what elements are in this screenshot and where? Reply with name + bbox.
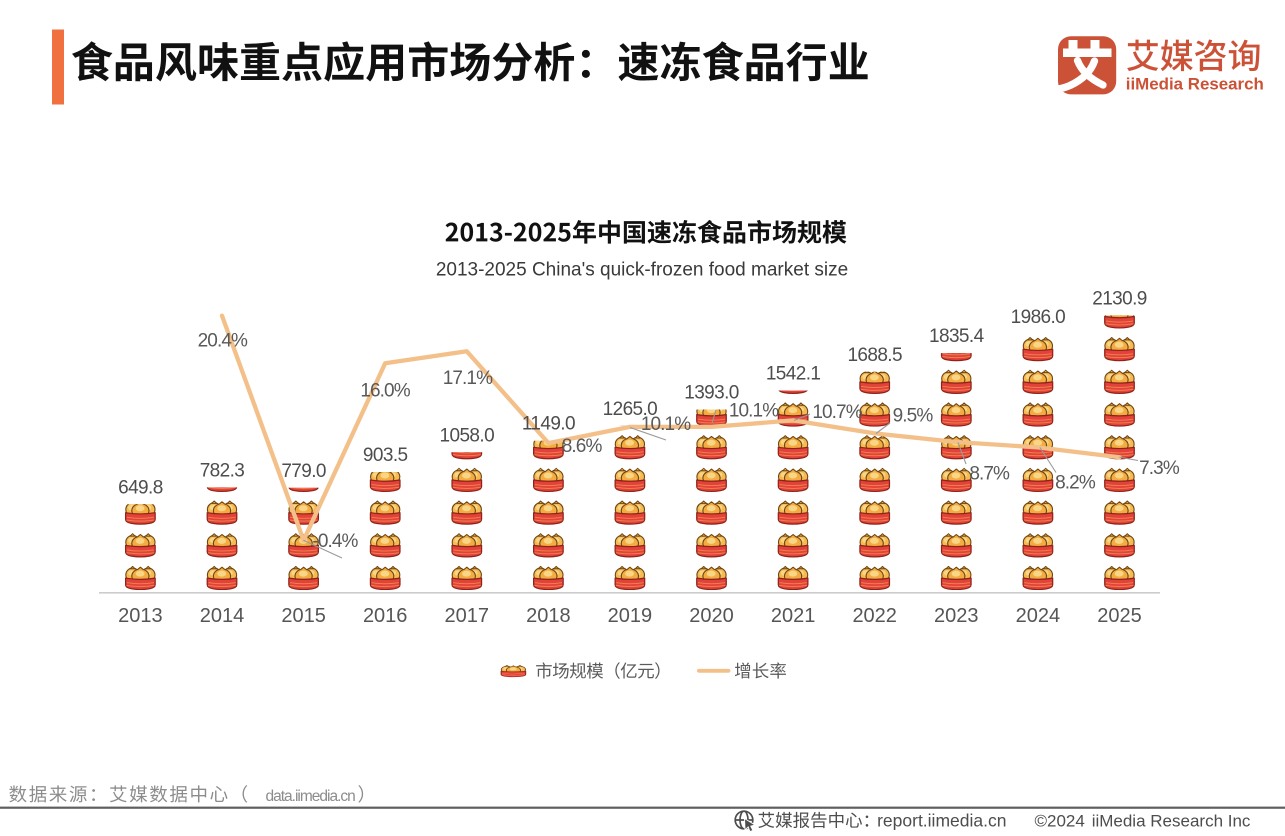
svg-text:2017: 2017	[445, 605, 490, 627]
svg-text:2016: 2016	[363, 605, 408, 627]
svg-text:2025: 2025	[1097, 605, 1142, 627]
svg-text:2013: 2013	[118, 605, 163, 627]
svg-text:20.4%: 20.4%	[198, 330, 248, 351]
svg-text:2014: 2014	[200, 605, 245, 627]
svg-text:8.2%: 8.2%	[1055, 472, 1096, 493]
svg-text:8.7%: 8.7%	[969, 463, 1010, 484]
svg-text:report.iimedia.cn: report.iimedia.cn	[877, 811, 1006, 831]
svg-text:iiMedia Research Inc: iiMedia Research Inc	[1092, 812, 1251, 831]
svg-text:2023: 2023	[934, 605, 979, 627]
svg-text:1835.4: 1835.4	[929, 326, 985, 347]
svg-text:16.0%: 16.0%	[360, 381, 410, 402]
svg-text:1393.0: 1393.0	[684, 383, 739, 404]
svg-text:1149.0: 1149.0	[522, 414, 575, 435]
svg-text:data.iimedia.cn: data.iimedia.cn	[266, 788, 356, 805]
svg-text:903.5: 903.5	[363, 445, 408, 466]
svg-text:17.1%: 17.1%	[443, 368, 493, 389]
svg-text:2022: 2022	[852, 605, 897, 627]
svg-text:649.8: 649.8	[118, 477, 163, 498]
svg-text:2130.9: 2130.9	[1092, 288, 1147, 309]
svg-text:1688.5: 1688.5	[847, 345, 902, 366]
svg-text:2021: 2021	[771, 605, 816, 627]
svg-text:8.6%: 8.6%	[562, 436, 603, 457]
svg-text:10.1%: 10.1%	[729, 400, 779, 421]
svg-text:7.3%: 7.3%	[1139, 458, 1180, 479]
svg-text:2015: 2015	[281, 605, 326, 627]
svg-text:10.1%: 10.1%	[641, 414, 691, 435]
svg-text:10.7%: 10.7%	[812, 402, 862, 423]
svg-text:1058.0: 1058.0	[440, 425, 495, 446]
svg-text:2013-2025 China's quick-frozen: 2013-2025 China's quick-frozen food mark…	[436, 259, 848, 280]
svg-text:779.0: 779.0	[281, 461, 326, 482]
svg-text:-0.4%: -0.4%	[312, 531, 358, 552]
svg-text:2020: 2020	[689, 605, 734, 627]
svg-text:iiMedia Research: iiMedia Research	[1126, 74, 1264, 93]
svg-text:2019: 2019	[608, 605, 653, 627]
svg-text:2018: 2018	[526, 605, 571, 627]
svg-text:1265.0: 1265.0	[603, 399, 658, 420]
svg-text:1986.0: 1986.0	[1011, 307, 1066, 328]
svg-text:9.5%: 9.5%	[893, 405, 934, 426]
svg-text:©2024: ©2024	[1035, 812, 1085, 831]
svg-text:1542.1: 1542.1	[766, 364, 821, 385]
svg-text:2024: 2024	[1016, 605, 1061, 627]
svg-text:782.3: 782.3	[200, 460, 245, 481]
